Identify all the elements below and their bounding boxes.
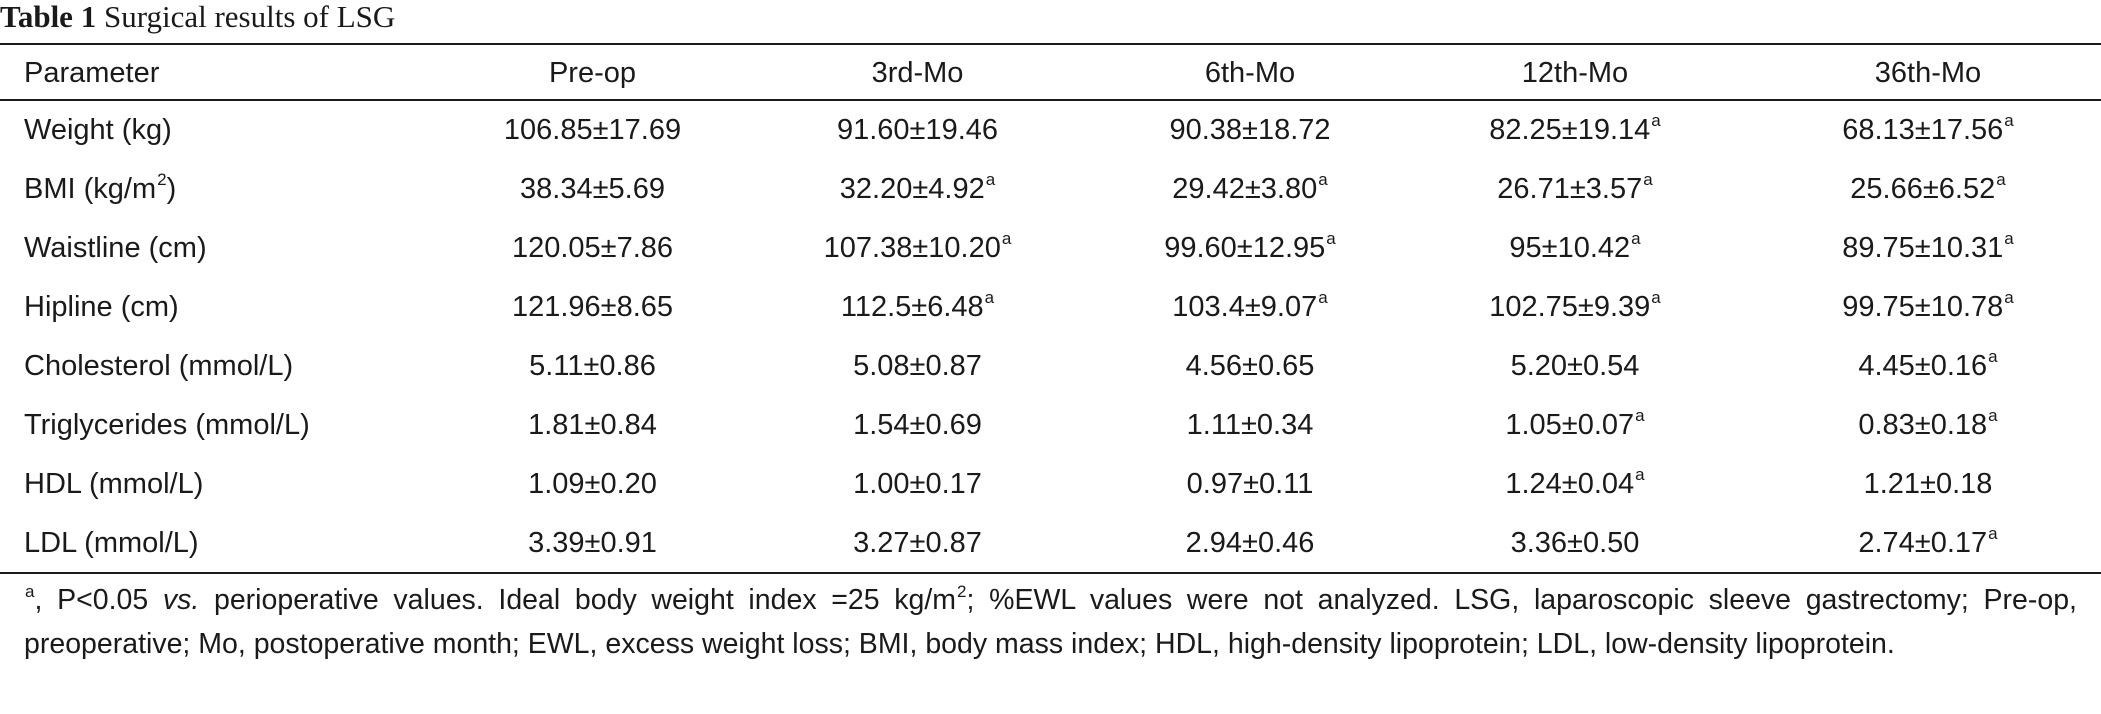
- value-cell: 4.56±0.65: [1185, 350, 1315, 382]
- table-row: Cholesterol (mmol/L) 5.11±0.86 5.08±0.87 4.…: [0, 337, 2101, 396]
- value-cell: 120.05±7.86: [511, 232, 674, 264]
- value-cell: 1.54±0.69: [853, 409, 982, 441]
- value-cell: 99.75±10.78a: [1842, 288, 2014, 323]
- results-table: Parameter Pre-op 3rd-Mo 6th-Mo 12th-Mo 3…: [0, 46, 2101, 573]
- value-cell: 4.45±0.16a: [1858, 347, 1998, 382]
- table-title: Surgical results of LSG: [103, 0, 396, 34]
- value-cell: 90.38±18.72: [1169, 114, 1331, 146]
- table-row: HDL (mmol/L) 1.09±0.20 1.00±0.17 0.97±0.11 1…: [0, 455, 2101, 514]
- col-header-parameter: Parameter: [24, 57, 160, 89]
- table-row: Waistline (cm) 120.05±7.86 107.38±10.20a 99…: [0, 219, 2101, 278]
- value-cell: 26.71±3.57a: [1497, 170, 1653, 205]
- significance-marker: a: [1651, 288, 1661, 307]
- table-row: Hipline (cm) 121.96±8.65 112.5±6.48a 103.4±…: [0, 278, 2101, 337]
- table-row: Weight (kg) 106.85±17.69 91.60±19.46 90.38±…: [0, 101, 2101, 160]
- table-label: Table 1: [0, 0, 97, 34]
- significance-marker: a: [1643, 170, 1653, 189]
- significance-marker: a: [1988, 347, 1998, 366]
- value-cell: 1.11±0.34: [1186, 409, 1314, 441]
- footnote-marker: a: [25, 582, 35, 601]
- bottom-rule: [0, 572, 2101, 574]
- significance-marker: a: [1651, 111, 1661, 130]
- value-cell: 82.25±19.14a: [1489, 111, 1661, 146]
- value-cell: 0.97±0.11: [1186, 468, 1314, 500]
- parameter-cell: LDL (mmol/L): [24, 527, 199, 559]
- col-header-12th-mo: 12th-Mo: [1521, 57, 1629, 89]
- value-cell: 1.81±0.84: [528, 409, 657, 441]
- col-header-3rd-mo: 3rd-Mo: [871, 57, 964, 89]
- value-cell: 68.13±17.56a: [1842, 111, 2014, 146]
- significance-marker: a: [1326, 229, 1336, 248]
- value-cell: 112.5±6.48a: [840, 288, 995, 323]
- value-cell: 106.85±17.69: [503, 114, 682, 146]
- value-cell: 91.60±19.46: [836, 114, 999, 146]
- value-cell: 1.24±0.04a: [1505, 465, 1645, 500]
- value-cell: 102.75±9.39a: [1489, 288, 1661, 323]
- significance-marker: a: [1988, 406, 1998, 425]
- significance-marker: a: [984, 288, 995, 307]
- table-row: LDL (mmol/L) 3.39±0.91 3.27±0.87 2.94±0.46 3…: [0, 514, 2101, 573]
- value-cell: 89.75±10.31a: [1842, 229, 2014, 264]
- value-cell: 3.27±0.87: [853, 527, 982, 559]
- significance-marker: a: [1318, 170, 1328, 189]
- value-cell: 0.83±0.18a: [1858, 406, 1998, 441]
- value-cell: 1.05±0.07a: [1505, 406, 1645, 441]
- parameter-cell: Cholesterol (mmol/L): [24, 350, 294, 382]
- significance-marker: a: [1318, 288, 1328, 307]
- significance-marker: a: [1631, 229, 1641, 248]
- value-cell: 1.00±0.17: [853, 468, 982, 500]
- value-cell: 95±10.42a: [1509, 229, 1641, 264]
- parameter-cell: Waistline (cm): [24, 232, 207, 264]
- significance-marker: a: [1001, 229, 1012, 248]
- significance-marker: a: [985, 170, 996, 189]
- col-header-pre-op: Pre-op: [548, 57, 637, 89]
- value-cell: 2.94±0.46: [1185, 527, 1315, 559]
- value-cell: 29.42±3.80a: [1172, 170, 1328, 205]
- significance-marker: a: [1635, 465, 1645, 484]
- significance-marker: a: [2004, 229, 2014, 248]
- parameter-cell: Triglycerides (mmol/L): [24, 409, 310, 441]
- header-row: Parameter Pre-op 3rd-Mo 6th-Mo 12th-Mo 3…: [0, 46, 2101, 101]
- significance-marker: a: [1635, 406, 1645, 425]
- parameter-cell: Hipline (cm): [24, 291, 179, 323]
- table-row: BMI (kg/m2) 38.34±5.69 32.20±4.92a 29.42±3.…: [0, 160, 2101, 219]
- value-cell: 1.09±0.20: [528, 468, 657, 500]
- value-cell: 1.21±0.18: [1863, 468, 1993, 500]
- value-cell: 25.66±6.52a: [1850, 170, 2006, 205]
- value-cell: 107.38±10.20a: [823, 229, 1012, 264]
- value-cell: 2.74±0.17a: [1858, 524, 1998, 559]
- parameter-cell: BMI (kg/m2): [24, 170, 177, 205]
- value-cell: 5.20±0.54: [1510, 350, 1640, 382]
- value-cell: 38.34±5.69: [520, 173, 665, 205]
- value-cell: 32.20±4.92a: [839, 170, 996, 205]
- value-cell: 121.96±8.65: [511, 291, 674, 323]
- significance-marker: a: [1996, 170, 2006, 189]
- significance-marker: a: [2004, 111, 2014, 130]
- value-cell: 3.36±0.50: [1510, 527, 1640, 559]
- value-cell: 103.4±9.07a: [1172, 288, 1328, 323]
- table-footnote: a, P<0.05 vs. perioperative values. Idea…: [24, 582, 2077, 660]
- value-cell: 99.60±12.95a: [1164, 229, 1336, 264]
- header-rule: [0, 99, 2101, 101]
- significance-marker: a: [2004, 288, 2014, 307]
- significance-marker: a: [1988, 524, 1998, 543]
- value-cell: 5.08±0.87: [853, 350, 982, 382]
- table-row: Triglycerides (mmol/L) 1.81±0.84 1.54±0.69…: [0, 396, 2101, 455]
- value-cell: 3.39±0.91: [528, 527, 657, 559]
- col-header-6th-mo: 6th-Mo: [1204, 57, 1296, 89]
- parameter-cell: HDL (mmol/L): [24, 468, 204, 500]
- value-cell: 5.11±0.86: [529, 350, 656, 382]
- table-caption: Table 1 Surgical results of LSG: [0, 0, 395, 34]
- parameter-cell: Weight (kg): [24, 114, 172, 146]
- col-header-36th-mo: 36th-Mo: [1874, 57, 1982, 89]
- top-rule: [0, 43, 2101, 45]
